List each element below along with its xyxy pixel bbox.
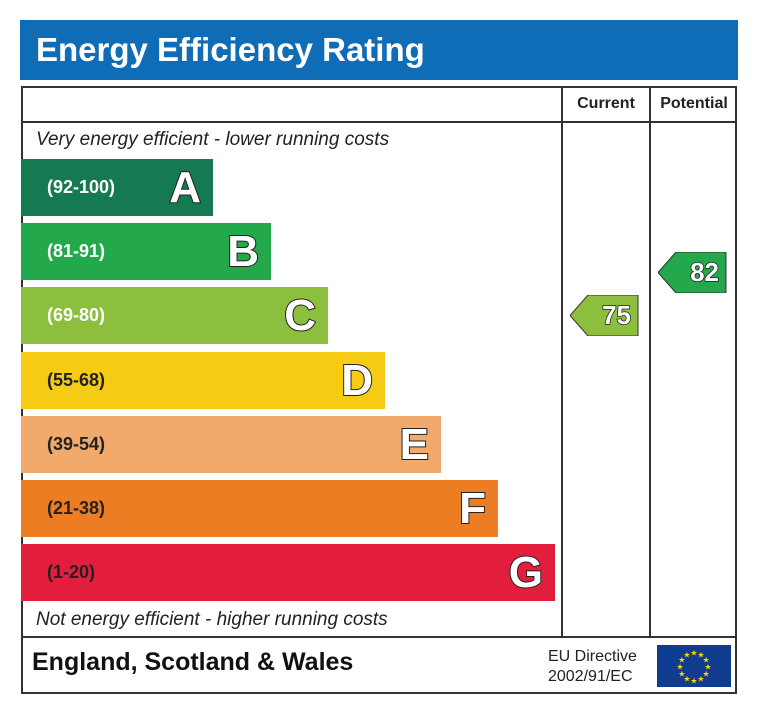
star-icon: ★ [678,670,685,679]
band-letter: D [340,355,374,406]
band-range: (39-54) [47,433,106,454]
star-icon: ★ [690,677,697,686]
eu-directive: EU Directive 2002/91/EC [548,647,637,687]
top-note: Very energy efficient - lower running co… [36,129,390,150]
potential-rating-value: 82 [689,256,719,288]
star-icon: ★ [678,656,685,665]
band-bar-f: (21-38) F [21,480,498,537]
band-range: (21-38) [47,498,106,518]
band-bar-a: (92-100) A [21,159,213,216]
star-icon: ★ [704,663,711,672]
star-icon: ★ [690,649,697,658]
divider [21,121,737,123]
divider [649,86,651,637]
star-icon: ★ [703,656,710,665]
star-icon: ★ [676,663,683,672]
chart-title: Energy Efficiency Rating [20,20,738,80]
band-letter: A [168,162,202,213]
band-letter: B [226,226,260,277]
band-range: (69-80) [47,305,106,326]
band-bar-g: (1-20) G [21,544,555,602]
band-range: (55-68) [47,369,106,390]
band-letter: E [399,419,430,470]
eu-flag-icon: ★ ★ ★ ★ ★ ★ ★ ★ ★ ★ ★ ★ [657,645,731,687]
band-letter: C [283,290,317,341]
current-rating-arrow: 75 [570,295,639,337]
divider [561,86,563,637]
band-bar-c: (69-80) C [21,287,328,345]
band-letter: G [508,547,544,598]
divider [21,636,737,638]
star-icon: ★ [683,675,690,684]
potential-rating-arrow: 82 [658,251,727,293]
region-label: England, Scotland & Wales [32,648,354,676]
current-header: Current [577,95,635,112]
star-icon: ★ [683,650,690,659]
band-range: (92-100) [47,177,116,197]
current-rating-value: 75 [601,300,631,332]
directive-line1: EU Directive [548,648,637,665]
star-icon: ★ [703,670,710,679]
band-letter: F [458,483,487,534]
bottom-note: Not energy efficient - higher running co… [36,609,388,630]
star-icon: ★ [697,675,704,684]
band-range: (1-20) [47,562,96,583]
band-bar-e: (39-54) E [21,415,441,473]
band-range: (81-91) [47,241,106,262]
band-bar-d: (55-68) D [21,351,385,409]
potential-header: Potential [660,95,728,112]
directive-line2: 2002/91/EC [548,668,633,685]
band-bar-b: (81-91) B [21,223,271,281]
star-icon: ★ [697,650,704,659]
